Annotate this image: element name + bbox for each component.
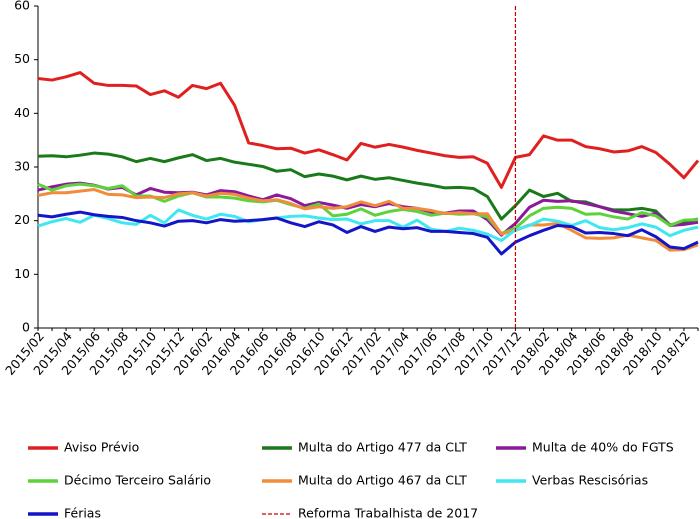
y-tick-label: 20 [14, 212, 30, 227]
y-tick-label: 10 [14, 266, 30, 281]
legend-label: Multa do Artigo 467 da CLT [298, 473, 467, 488]
y-tick-label: 60 [14, 0, 30, 13]
y-tick-label: 0 [22, 320, 30, 335]
legend-label: Férias [64, 506, 101, 519]
y-tick-label: 30 [14, 159, 30, 174]
series-line [37, 181, 699, 237]
y-tick-label: 50 [14, 51, 30, 66]
series-line [37, 188, 699, 252]
legend-label: Reforma Trabalhista de 2017 [298, 506, 478, 519]
legend-label: Multa de 40% do FGTS [532, 440, 674, 455]
legend-label: Multa do Artigo 477 da CLT [298, 440, 467, 455]
legend-label: Verbas Rescisórias [532, 473, 648, 488]
legend-label: Décimo Terceiro Salário [64, 473, 211, 488]
series-line [37, 208, 699, 243]
legend-label: Aviso Prévio [64, 440, 139, 455]
series-line [37, 71, 700, 189]
series-line [37, 210, 699, 256]
y-tick-label: 40 [14, 105, 30, 120]
